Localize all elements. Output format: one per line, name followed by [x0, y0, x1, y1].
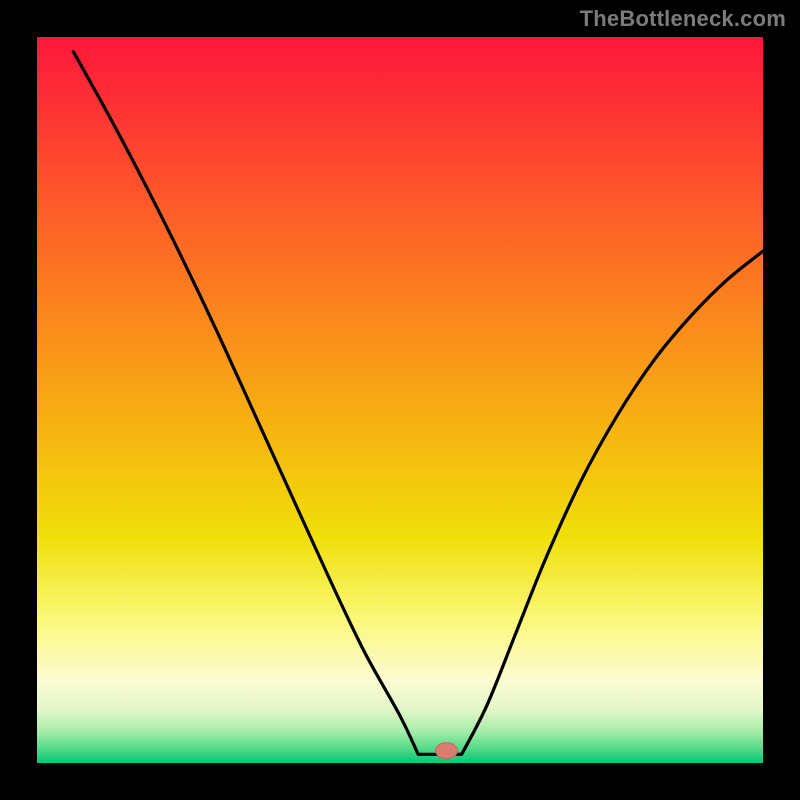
chart-svg [37, 37, 763, 763]
gradient-background [37, 37, 763, 763]
watermark-text: TheBottleneck.com [580, 6, 786, 32]
chart-frame: { "watermark": { "text": "TheBottleneck.… [0, 0, 800, 800]
minimum-marker [435, 743, 457, 759]
plot-area [37, 37, 763, 763]
